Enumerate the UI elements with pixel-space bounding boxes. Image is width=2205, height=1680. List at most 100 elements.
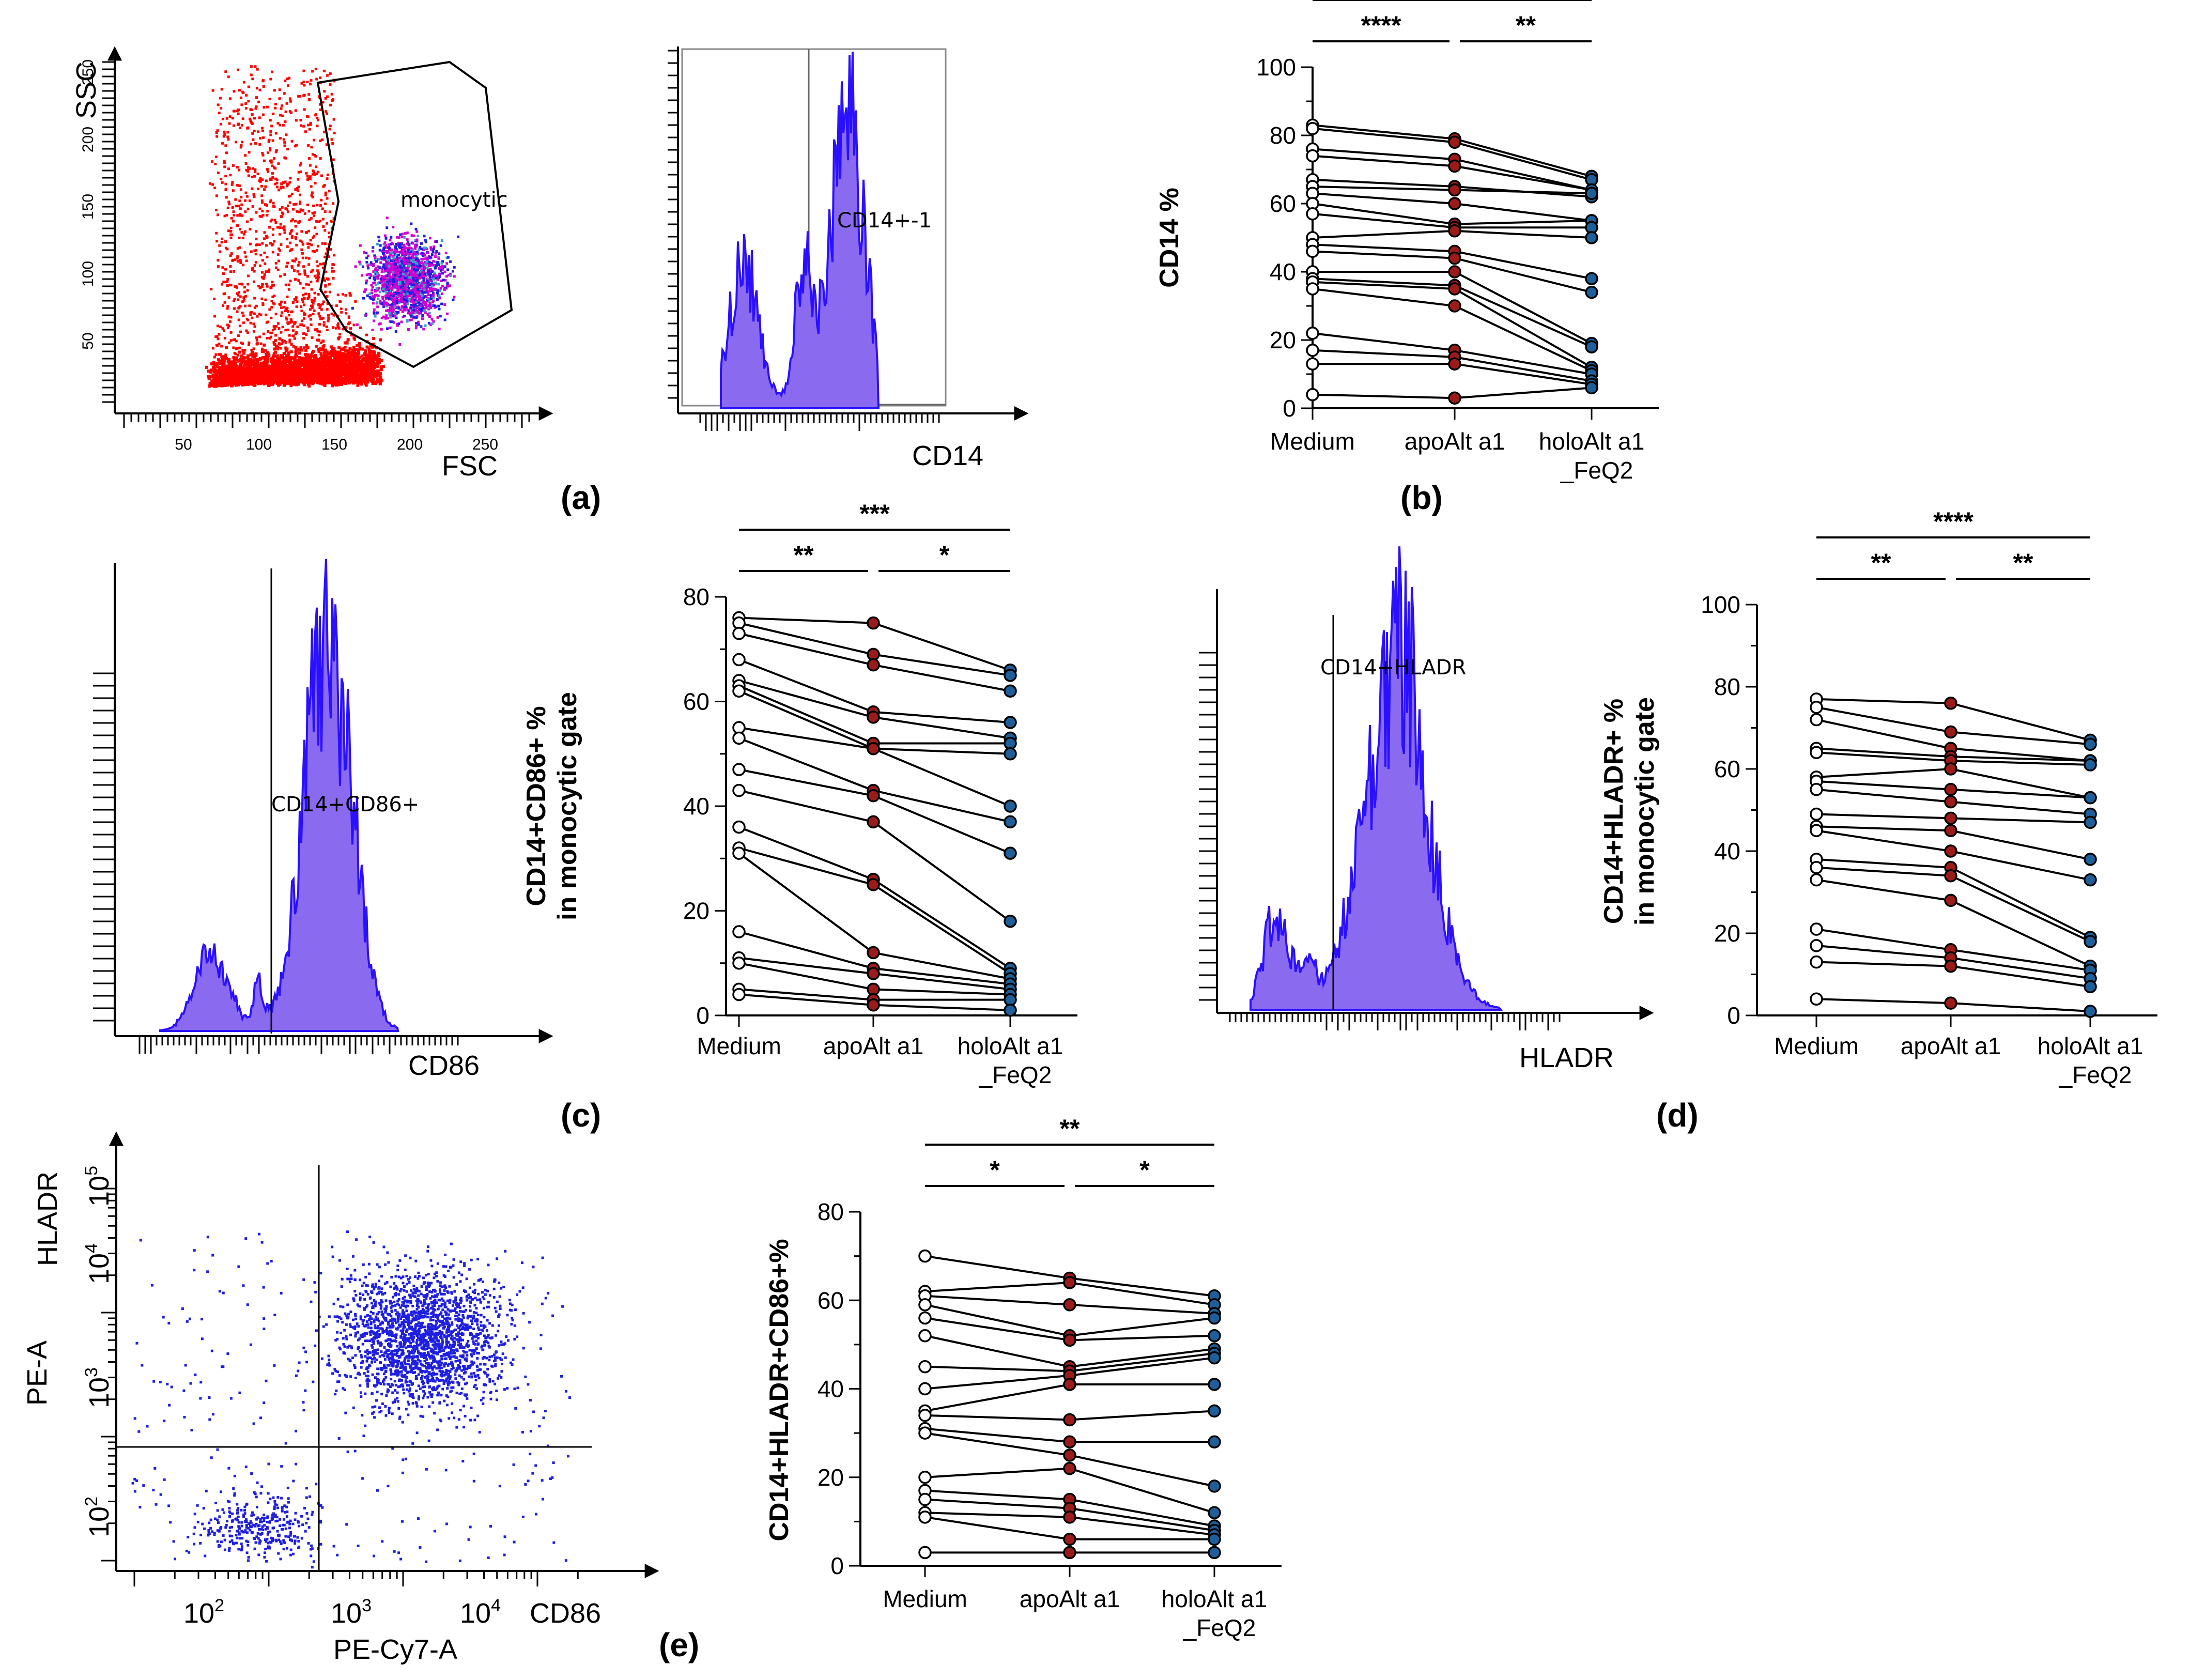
event-dot [298, 377, 302, 381]
event-dot [323, 229, 327, 232]
event-dot [226, 278, 229, 281]
event-dot [328, 210, 331, 213]
event-dot [268, 372, 272, 375]
event-dot [252, 138, 255, 141]
event-dot [428, 237, 431, 240]
event-dot [277, 364, 281, 367]
event-dot [453, 275, 456, 278]
event-dot [320, 308, 323, 311]
event-dot [303, 212, 306, 215]
event-dot [249, 380, 252, 384]
event-dot [271, 234, 274, 237]
event-dot [259, 254, 263, 257]
event-dot [368, 357, 372, 361]
event-dot [279, 114, 282, 117]
event-dot [336, 383, 340, 387]
event-dot [227, 376, 230, 379]
event-dot [370, 366, 374, 369]
event-dot [243, 199, 246, 202]
event-dot [301, 243, 304, 246]
event-dot [328, 128, 331, 131]
event-dot [436, 316, 439, 319]
event-dot [222, 358, 225, 362]
event-dot [329, 125, 332, 128]
event-dot [288, 369, 292, 373]
event-dot [360, 373, 363, 376]
event-dot [346, 374, 350, 377]
event-dot [280, 215, 283, 218]
event-dot [238, 371, 242, 375]
event-dot [239, 330, 242, 333]
event-dot [340, 370, 344, 374]
event-dot [283, 141, 286, 144]
event-dot [320, 360, 323, 364]
event-dot [304, 349, 307, 352]
event-dot [268, 98, 271, 101]
event-dot [326, 222, 329, 225]
event-dot [274, 106, 277, 110]
event-dot [218, 383, 222, 387]
event-dot [269, 178, 272, 181]
event-dot [348, 321, 351, 325]
event-dot [282, 138, 285, 141]
event-dot [294, 109, 297, 112]
event-dot [248, 363, 251, 367]
event-dot [370, 356, 374, 360]
event-dot [236, 110, 239, 113]
event-dot [292, 382, 296, 386]
event-dot [228, 364, 232, 368]
event-dot [418, 248, 421, 251]
event-dot [280, 107, 283, 110]
event-dot [343, 349, 347, 352]
event-dot [284, 349, 288, 352]
event-dot [296, 187, 299, 190]
event-dot [298, 272, 301, 275]
event-dot [279, 137, 282, 140]
event-dot [305, 344, 308, 347]
event-dot [282, 361, 286, 364]
event-dot [241, 214, 244, 217]
event-dot [301, 252, 304, 255]
event-dot [254, 65, 257, 68]
event-dot [220, 241, 223, 244]
event-dot [334, 380, 337, 384]
event-dot [262, 85, 265, 88]
event-dot [332, 277, 335, 280]
event-dot [284, 120, 287, 123]
event-dot [348, 351, 351, 355]
event-dot [330, 375, 333, 378]
event-dot [283, 144, 286, 147]
event-dot [296, 368, 299, 372]
event-dot [285, 318, 288, 321]
event-dot [261, 209, 264, 212]
event-dot [330, 359, 334, 363]
event-dot [263, 188, 266, 191]
event-dot [281, 366, 284, 369]
event-dot [305, 333, 308, 336]
event-dot [302, 294, 305, 297]
event-dot [327, 319, 330, 322]
event-dot [258, 286, 261, 289]
event-dot [241, 141, 244, 144]
event-dot [269, 78, 272, 81]
event-dot [294, 278, 297, 281]
event-dot [273, 89, 276, 92]
event-dot [234, 381, 237, 385]
event-dot [222, 360, 225, 364]
event-dot [217, 171, 220, 174]
event-dot [292, 362, 296, 366]
event-dot [444, 252, 448, 255]
event-dot [368, 292, 372, 296]
event-dot [296, 378, 299, 382]
event-dot [363, 373, 367, 376]
event-dot [312, 302, 315, 305]
event-dot [248, 151, 251, 154]
event-dot [286, 184, 289, 188]
event-dot [227, 327, 230, 330]
event-dot [270, 161, 273, 164]
event-dot [235, 340, 238, 343]
event-dot [299, 239, 302, 242]
event-dot [317, 350, 320, 353]
event-dot [309, 121, 312, 125]
event-dot [253, 129, 256, 132]
